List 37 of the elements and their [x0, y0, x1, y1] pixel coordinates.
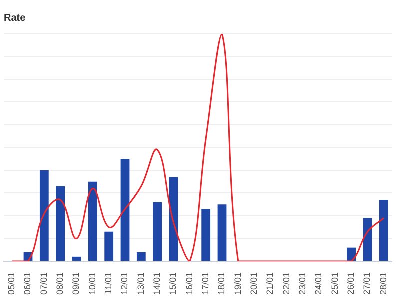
x-tick-label: 13/01: [136, 272, 146, 296]
x-tick-label: 19/01: [232, 272, 243, 296]
x-tick-label: 05/01: [6, 272, 17, 296]
x-tick-label: 17/01: [200, 272, 211, 296]
x-tick-label: 27/01: [362, 272, 372, 296]
x-tick-label: 11/01: [104, 272, 114, 294]
x-tick-label: 07/01: [38, 272, 49, 296]
bar: [88, 182, 98, 261]
x-tick-label: 24/01: [314, 272, 324, 296]
bar: [153, 202, 162, 261]
bar: [379, 200, 388, 261]
x-tick-label: 26/01: [346, 272, 356, 296]
x-tick-label: 10/01: [87, 272, 98, 296]
bar: [202, 209, 211, 261]
x-tick-label: 18/01: [216, 272, 227, 296]
x-tick-label: 09/01: [71, 272, 82, 296]
bar: [136, 252, 146, 261]
bar: [56, 186, 66, 261]
bar: [72, 256, 82, 261]
x-tick-label: 22/01: [281, 272, 292, 296]
x-tick-label: 23/01: [298, 272, 308, 296]
bar: [347, 248, 356, 261]
x-tick-label: 25/01: [330, 272, 340, 296]
x-tick-label: 14/01: [152, 272, 162, 296]
x-tick-label: 21/01: [265, 272, 276, 296]
bar: [40, 170, 49, 261]
x-tick-label: 15/01: [168, 272, 178, 296]
x-tick-label: 12/01: [120, 272, 130, 296]
x-tick-label: 06/01: [22, 272, 33, 296]
bar: [120, 159, 130, 261]
x-tick-label: 08/01: [55, 272, 66, 296]
x-tick-label: 16/01: [184, 272, 194, 296]
bar: [104, 232, 114, 261]
x-tick-label: 28/01: [378, 272, 388, 296]
bar: [218, 204, 227, 261]
x-tick-label: 20/01: [249, 272, 260, 296]
chart-title: Rate: [4, 12, 26, 24]
